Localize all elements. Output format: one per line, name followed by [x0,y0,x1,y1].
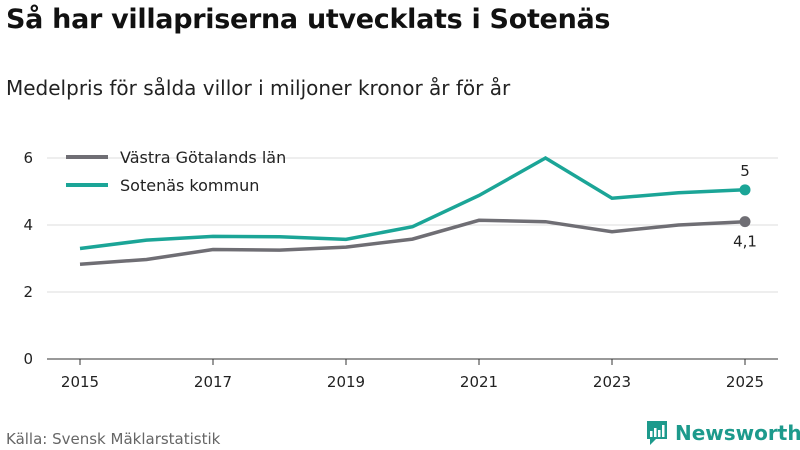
legend-label: Sotenäs kommun [120,176,259,195]
end-point-marker [739,216,751,228]
series-group: 4,15 [79,155,757,266]
legend-label: Västra Götalands län [120,148,286,167]
end-point-marker [739,184,751,196]
x-tick-label: 2021 [460,373,498,391]
x-axis: 2015 2017 2019 2021 2023 2025 [61,359,764,391]
newsworthy-logo-icon [647,421,667,445]
x-tick-label: 2015 [61,373,99,391]
brand-name: Newsworthy [675,421,800,445]
newsworthy-logo: Newsworthy [645,420,800,446]
chart-subtitle: Medelpris för sålda villor i miljoner kr… [6,76,511,100]
y-tick-label: 2 [23,283,33,301]
chart-title: Så har villapriserna utvecklats i Sotenä… [6,4,611,35]
x-tick-label: 2019 [327,373,365,391]
y-tick-label: 6 [23,149,33,167]
source-note: Källa: Svensk Mäklarstatistik [6,430,221,448]
y-axis: 0 2 4 6 [23,149,33,368]
series-line-vastra-gotaland [79,218,746,266]
x-tick-label: 2017 [194,373,232,391]
y-tick-label: 0 [23,350,33,368]
y-tick-label: 4 [23,216,33,234]
series-line-sotenas [79,155,746,251]
end-value-label: 4,1 [733,233,757,251]
x-tick-label: 2025 [726,373,764,391]
x-tick-label: 2023 [593,373,631,391]
legend: Västra Götalands län Sotenäs kommun [66,148,286,195]
end-value-label: 5 [740,162,750,180]
